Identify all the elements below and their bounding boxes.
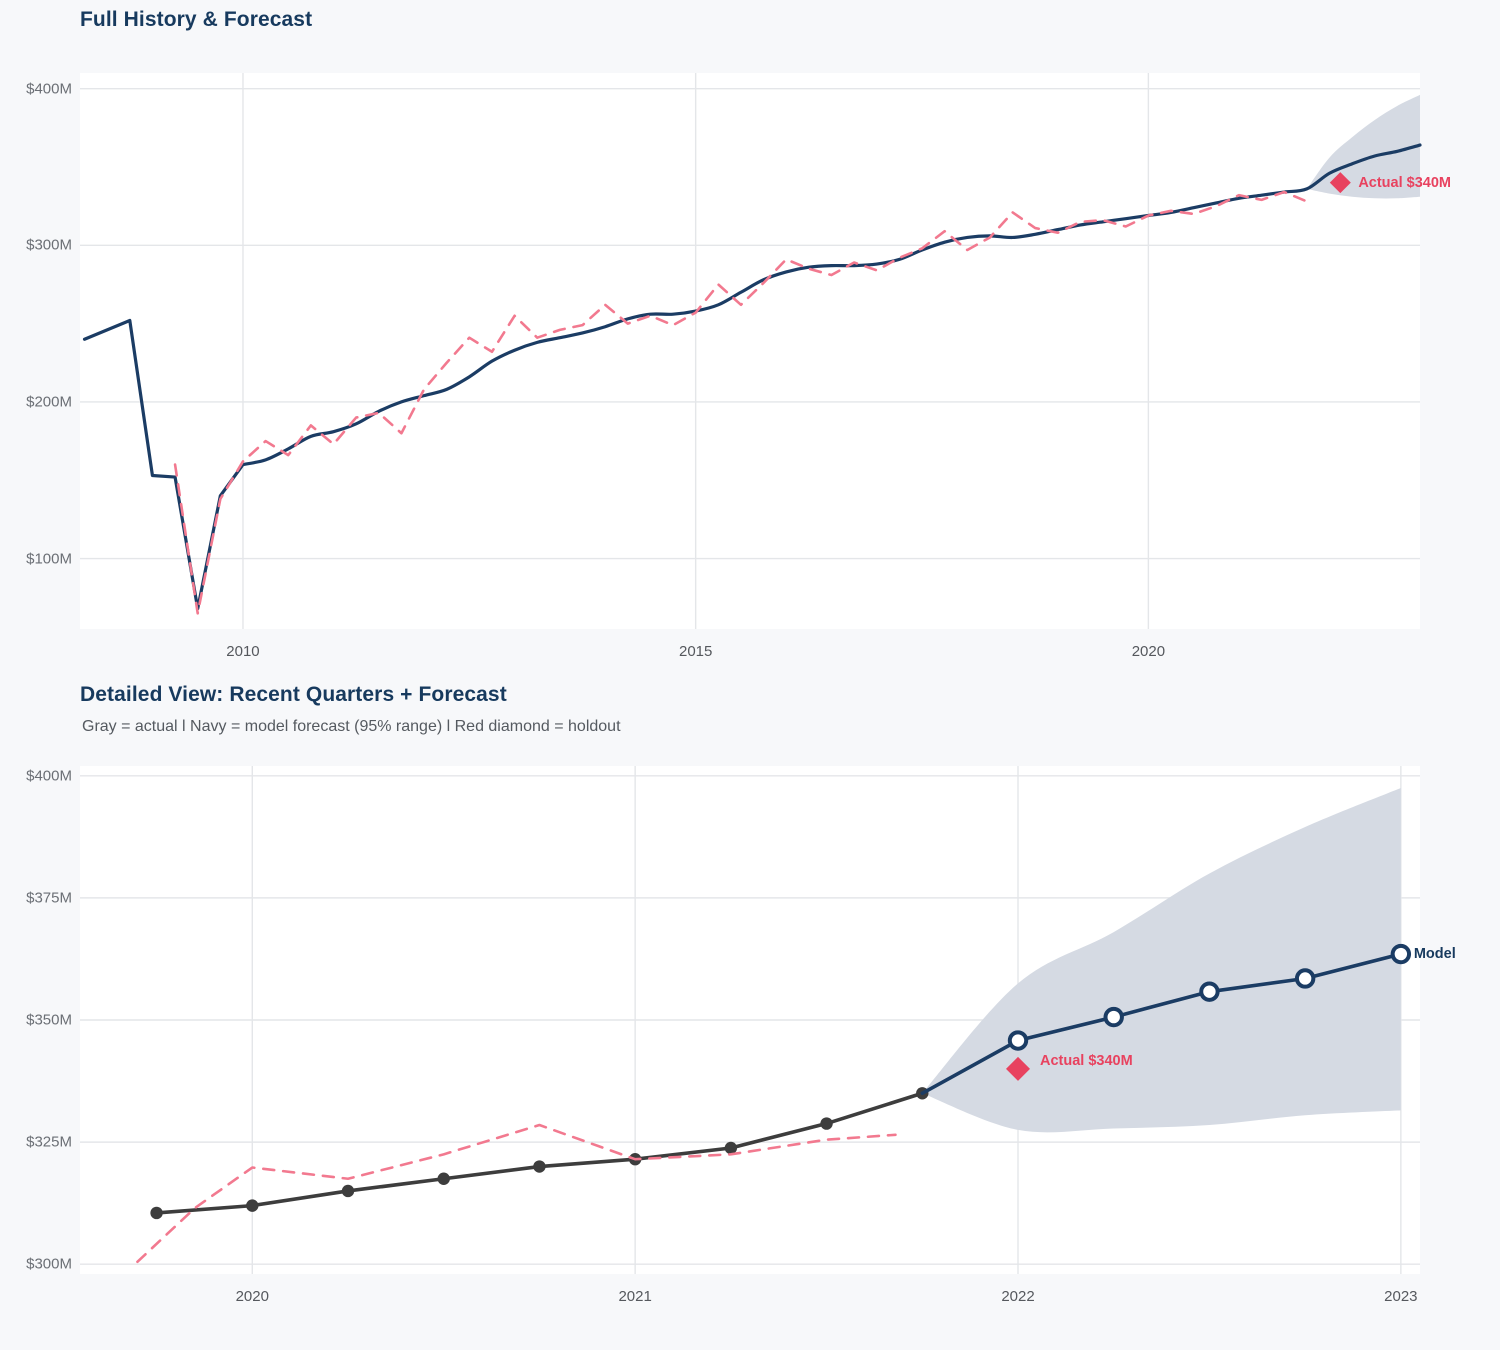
y-axis-tick-label: $300M — [26, 1255, 72, 1273]
x-axis-tick-label: 2022 — [1001, 1288, 1035, 1305]
legend-caption: Gray = actual l Navy = model forecast (9… — [82, 718, 621, 735]
x-axis-tick-label: 2015 — [678, 643, 713, 660]
x-axis-tick-label: 2021 — [618, 1288, 652, 1305]
annotation-model-endpoint: Model — [1413, 946, 1456, 963]
y-axis-tick-label: $100M — [26, 550, 72, 568]
section-title-detailed: Detailed View: Recent Quarters + Forecas… — [80, 683, 507, 706]
x-axis-tick-label: 2020 — [1131, 643, 1166, 660]
x-axis-tick-label: 2010 — [226, 643, 260, 660]
plot-area-detailed-view — [80, 766, 1420, 1274]
annotation-actual-holdout-top: Actual $340M — [1358, 174, 1451, 191]
panel-full-history: Full History & Forecast $100M $200M $300M $… — [26, 8, 1451, 660]
page-title: Full History & Forecast — [80, 8, 313, 31]
x-axis-tick-label: 2020 — [235, 1288, 269, 1305]
panel-detailed-view: Detailed View: Recent Quarters + Forecas… — [0, 675, 1500, 1350]
y-axis-tick-label: $200M — [26, 393, 72, 411]
plot-area-full-history — [80, 73, 1422, 629]
chart-svg-detailed-view — [80, 766, 1420, 1274]
y-axis-tick-label: $375M — [26, 889, 72, 907]
annotation-actual-holdout-bottom: Actual $340M — [1040, 1052, 1133, 1069]
y-axis-tick-label: $325M — [26, 1133, 72, 1151]
chart-svg-full-history — [80, 73, 1422, 629]
y-axis-tick-label: $350M — [26, 1011, 72, 1029]
x-axis-tick-label: 2023 — [1384, 1288, 1418, 1305]
y-axis-tick-label: $400M — [26, 80, 72, 98]
y-axis-tick-label: $400M — [26, 767, 72, 785]
y-axis-tick-label: $300M — [26, 236, 72, 254]
